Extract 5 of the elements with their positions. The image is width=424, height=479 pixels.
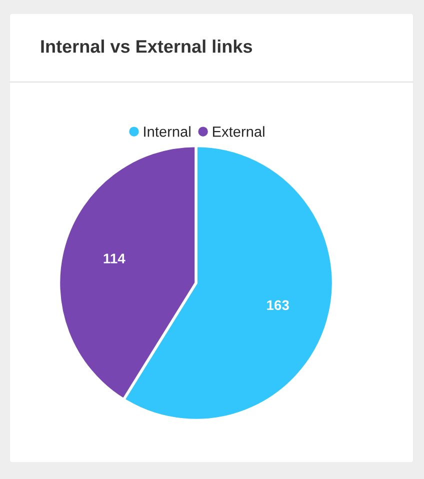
- legend-label: External: [212, 126, 264, 137]
- chart-title: Internal vs External links: [41, 40, 252, 53]
- data-label: 114: [104, 254, 126, 264]
- data-label: 163: [267, 300, 289, 310]
- legend-label: Internal: [144, 126, 190, 137]
